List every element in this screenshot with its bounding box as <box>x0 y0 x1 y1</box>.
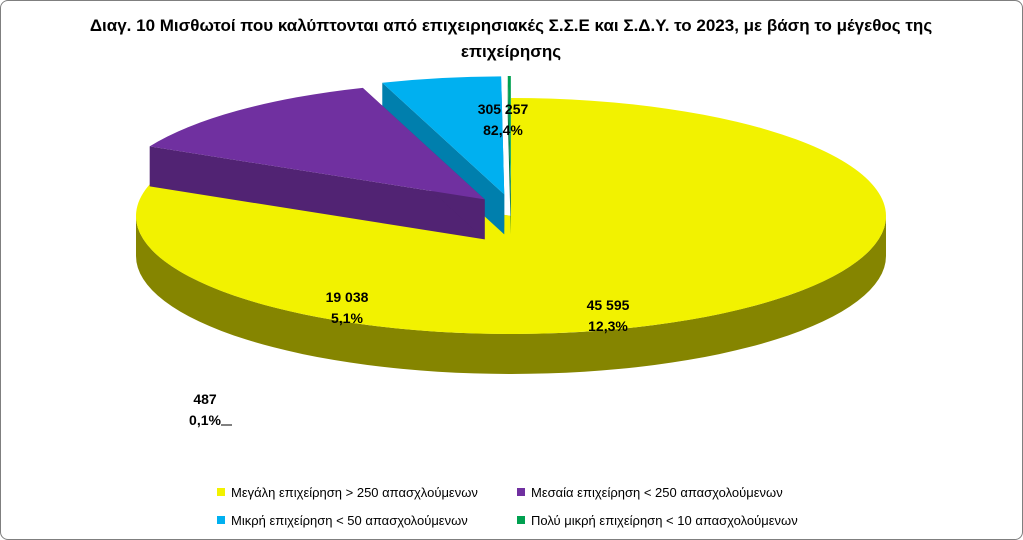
data-label-percent-2: 5,1% <box>331 310 363 326</box>
pie-slice-wall-1-0 <box>149 146 485 240</box>
data-label-value-3: 487 <box>193 391 217 407</box>
pie-slice-top-0 <box>135 98 886 334</box>
pie-slice-top-1 <box>149 87 485 200</box>
data-label-value-1: 45 595 <box>587 297 630 313</box>
data-label-percent-3: 0,1% <box>189 412 221 428</box>
pie-slice-top-2 <box>382 76 505 195</box>
pie-slice-top-3 <box>507 76 511 195</box>
data-label-percent-1: 12,3% <box>588 318 628 334</box>
pie-slice-wall-3-0 <box>507 76 511 235</box>
pie-slice-1 <box>149 87 485 240</box>
data-label-value-0: 305 257 <box>478 101 529 117</box>
chart-title: Διαγ. 10 Μισθωτοί που καλύπτονται από επ… <box>89 16 933 61</box>
data-label-percent-0: 82,4% <box>483 122 523 138</box>
pie-slice-3 <box>507 76 511 235</box>
pie-slice-side-0 <box>136 216 886 374</box>
data-label-value-2: 19 038 <box>326 289 369 305</box>
